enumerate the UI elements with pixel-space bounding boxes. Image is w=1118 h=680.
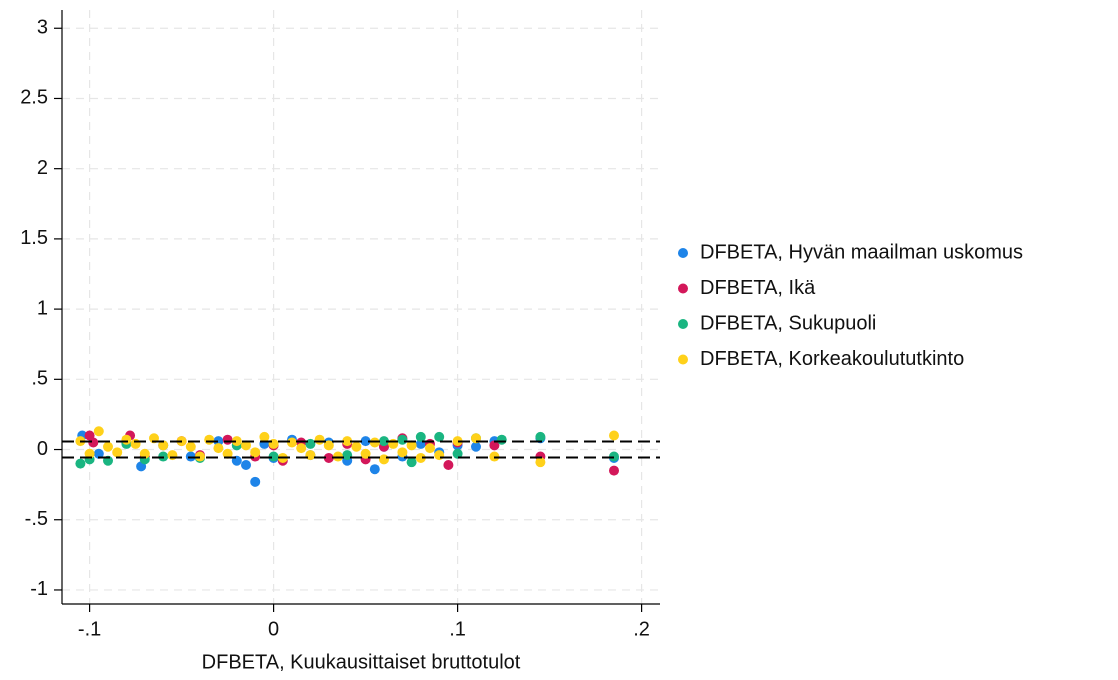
point: [452, 436, 463, 447]
point: [434, 431, 445, 442]
y-tick-label: 3: [37, 17, 48, 39]
legend-marker: [678, 248, 688, 258]
x-tick-label: 0: [268, 618, 279, 640]
point: [452, 448, 463, 459]
legend-marker: [678, 319, 688, 329]
point: [379, 454, 389, 465]
point: [268, 451, 279, 462]
point: [360, 448, 371, 459]
point: [314, 434, 325, 445]
point: [167, 450, 178, 461]
point: [250, 447, 261, 458]
point: [222, 434, 233, 445]
point: [323, 440, 334, 451]
point: [185, 441, 196, 452]
point: [231, 436, 242, 447]
point: [425, 443, 435, 454]
point: [88, 437, 99, 448]
point: [397, 434, 408, 445]
y-tick-label: -1: [30, 578, 48, 600]
point: [342, 450, 353, 461]
point: [351, 441, 362, 452]
point: [222, 448, 233, 459]
point: [241, 459, 251, 470]
x-tick-label: .1: [449, 618, 466, 640]
point: [250, 476, 261, 487]
point: [415, 452, 426, 463]
point: [103, 441, 113, 452]
point: [535, 431, 546, 442]
point: [305, 450, 316, 461]
point: [84, 448, 95, 459]
point: [75, 458, 86, 469]
point: [268, 438, 279, 449]
point: [609, 465, 619, 476]
point: [287, 437, 297, 448]
point: [609, 430, 619, 441]
point: [158, 440, 169, 451]
point: [434, 450, 445, 461]
point: [241, 440, 251, 451]
y-tick-label: -.5: [25, 508, 48, 530]
point: [397, 447, 408, 458]
point: [121, 434, 132, 445]
point: [406, 457, 417, 468]
y-tick-label: 1: [37, 297, 48, 319]
point: [204, 434, 215, 445]
point: [496, 434, 507, 445]
legend-label: DFBETA, Hyvän maailman uskomus: [700, 241, 1023, 263]
legend-label: DFBETA, Korkeakoulututkinto: [700, 348, 964, 370]
point: [259, 431, 270, 442]
legend-label: DFBETA, Sukupuoli: [700, 312, 876, 334]
point: [112, 447, 123, 458]
y-tick-label: 0: [37, 438, 48, 460]
y-tick-label: .5: [31, 368, 48, 390]
point: [305, 438, 316, 449]
point: [379, 436, 389, 447]
legend-label: DFBETA, Ikä: [700, 277, 816, 299]
point: [489, 440, 500, 451]
point: [388, 438, 399, 449]
point: [406, 440, 417, 451]
point: [296, 443, 307, 454]
point: [342, 436, 353, 447]
point: [360, 436, 371, 447]
point: [139, 448, 150, 459]
point: [535, 457, 546, 468]
y-tick-label: 2: [37, 157, 48, 179]
point: [213, 443, 224, 454]
point: [213, 436, 224, 447]
point: [415, 431, 426, 442]
point: [443, 459, 454, 470]
legend-marker: [678, 354, 688, 365]
y-tick-label: 1.5: [20, 227, 48, 249]
point: [93, 448, 104, 459]
point: [130, 438, 141, 449]
x-axis-label: DFBETA, Kuukausittaiset bruttotulot: [202, 651, 521, 673]
x-tick-label: -.1: [78, 618, 101, 640]
y-tick-label: 2.5: [20, 87, 48, 109]
legend-marker: [678, 283, 688, 294]
point: [323, 452, 334, 463]
point: [471, 441, 481, 452]
point: [93, 426, 104, 437]
x-tick-label: .2: [633, 618, 650, 640]
point: [369, 464, 380, 475]
